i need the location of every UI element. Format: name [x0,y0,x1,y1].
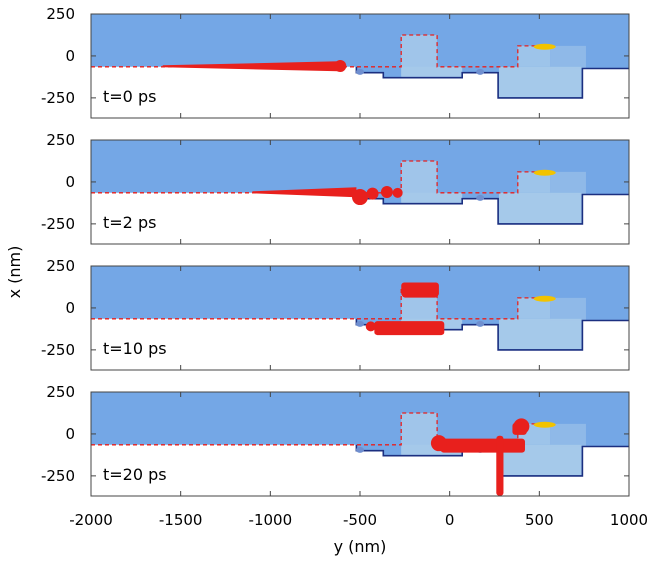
y-tick-label: 250 [46,257,75,275]
x-tick-label: 500 [525,511,554,529]
y-tick-label: 0 [65,47,75,65]
particle-bar [496,435,504,496]
particle-bar [402,289,439,298]
panel-content [91,14,629,99]
x-tick-label: -500 [343,511,377,529]
y-tick-label: 250 [46,5,75,23]
particle-blob [366,187,379,200]
panel-2: 250 0 -250 t=10 ps [41,257,630,371]
panel-content [91,266,629,351]
y-tick-label: -250 [41,215,75,233]
y-tick-label: -250 [41,341,75,359]
notch-dot-right [476,68,485,75]
dashed-path [91,34,551,68]
structure-glow-right [550,45,586,69]
structure-block-right [517,171,551,193]
panel-content [91,392,629,496]
x-axis-label: y (nm) [334,537,387,556]
particle-bar [440,438,525,453]
structure-pocket-right [498,192,582,224]
x-tick-label: 0 [445,511,455,529]
panel-time-label: t=10 ps [103,339,167,358]
particle-blob [380,186,393,198]
y-tick-label: -250 [41,467,75,485]
boundary-line [355,66,629,99]
y-tick-label: 250 [46,131,75,149]
material-region [91,266,629,350]
material-region [91,392,629,476]
y-tick-label: 0 [65,299,75,317]
panel-time-label: t=20 ps [103,465,167,484]
structure-pocket-right [498,66,582,98]
x-tick-label: -1000 [249,511,293,529]
material-region [91,14,629,98]
notch-dot-left [356,446,364,453]
panel-time-label: t=2 ps [103,213,156,232]
structure-glow-right [550,423,586,447]
x-tick-label: 1000 [610,511,648,529]
panel-3: 250 0 -250 t=20 ps [41,383,630,497]
particle-bar [374,321,445,336]
y-tick-label: 250 [46,383,75,401]
y-tick-label: -250 [41,89,75,107]
dashed-path [91,160,551,194]
y-tick-label: 0 [65,425,75,443]
panels-group: 250 0 -250 t=0 ps 250 0 -250 t=2 ps 250 0 -250 t=10… [41,5,648,529]
particle-blob [392,187,403,198]
panel-0: 250 0 -250 t=0 ps [41,5,630,119]
material-region [91,140,629,224]
structure-strip-left [401,444,463,455]
particle-blob [430,435,447,452]
y-axis-label: x (nm) [5,246,24,299]
notch-dot-right [476,320,485,327]
x-tick-label: -2000 [69,511,113,529]
structure-strip-left [401,66,463,77]
particle-blob [365,321,376,332]
gold-marker [533,169,556,176]
notch-dot-left [356,68,364,75]
panel-1: 250 0 -250 t=2 ps [41,131,630,245]
panel-time-label: t=0 ps [103,87,156,106]
gold-marker [533,421,556,428]
structure-block-right [517,297,551,319]
gold-marker [533,43,556,50]
panel-content [91,140,629,225]
particle-streak [252,187,357,198]
structure-strip-left [401,192,463,203]
structure-pocket-right [498,318,582,350]
particle-blob [334,60,347,72]
dashed-path [91,286,551,320]
y-tick-label: 0 [65,173,75,191]
particle-blob [513,418,530,435]
structure-glow-right [550,297,586,321]
gold-marker [533,295,556,302]
notch-dot-left [356,320,364,327]
particle-streak [162,61,339,72]
x-tick-label: -1500 [159,511,203,529]
structure-block-right [517,45,551,67]
particle-blob [352,189,368,206]
structure-glow-right [550,171,586,195]
notch-dot-right [476,194,485,201]
